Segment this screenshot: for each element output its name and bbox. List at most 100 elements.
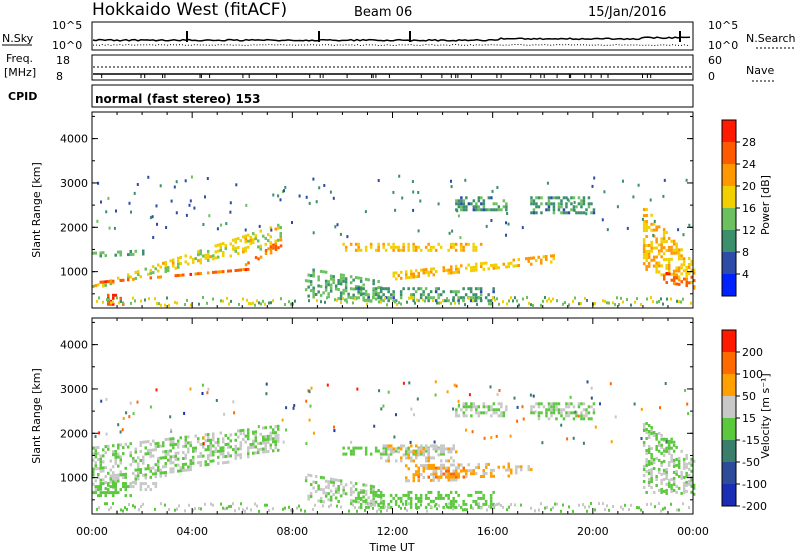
range-cell [152,482,155,486]
range-cell [475,268,478,272]
range-cell [507,462,510,466]
cpid-text: normal (fast stereo) 153 [95,92,261,106]
range-cell [405,273,408,277]
ground-scatter-cell [664,506,666,510]
range-cell [652,222,656,226]
range-cell [357,494,360,498]
noise-cell [170,428,172,432]
range-cell [392,299,395,303]
range-cell [417,466,420,470]
colorbar-segment [722,418,736,440]
ground-scatter-cell [552,297,554,301]
range-cell [122,485,125,489]
range-cell [267,239,270,243]
range-cell [224,455,227,458]
range-cell [149,268,152,272]
range-cell [690,262,693,266]
range-cell [465,405,468,409]
range-cell [224,434,227,437]
ground-scatter-cell [120,508,122,512]
range-cell [555,417,558,421]
range-cell [485,208,488,212]
range-cell [342,242,345,246]
range-cell [212,432,215,436]
range-cell [465,266,468,270]
range-cell [459,242,463,246]
range-cell [427,459,430,463]
range-cell [435,469,438,473]
ground-scatter-cell [390,296,392,300]
range-cell [239,453,242,457]
range-cell [119,461,122,465]
range-cell [367,278,370,282]
noise-cell [183,411,186,415]
noise-cell [202,442,205,446]
range-cell [447,248,450,252]
ground-scatter-cell [372,296,374,299]
noise-cell [434,380,437,384]
range-cell [339,294,343,298]
range-cell [359,287,363,291]
freq-label-1: Freq. [6,52,33,65]
range-cell [277,226,280,230]
range-cell [227,454,230,458]
range-cell [447,493,450,497]
range-cell [247,239,250,243]
range-cell [219,270,222,274]
ground-scatter-cell [206,301,208,305]
ground-scatter-cell [412,296,414,300]
noise-cell [233,411,236,415]
colorbar-tick-label: -15 [742,434,760,447]
range-cell [352,278,355,282]
noise-cell [599,402,601,406]
range-cell [467,287,470,291]
range-cell [427,453,430,457]
range-cell [430,463,433,467]
range-cell [482,199,486,203]
range-cell [682,460,686,464]
colorbar-segment [722,142,736,164]
ground-scatter-cell [550,299,552,303]
range-cell [662,468,666,472]
noise-cell [346,235,349,239]
ground-scatter-cell [550,508,552,512]
range-cell [462,199,466,203]
range-cell [677,275,681,279]
range-cell [470,402,473,406]
ground-scatter-cell [568,303,570,307]
range-cell [272,431,275,435]
range-cell [377,449,380,453]
ground-scatter-cell [492,506,494,509]
range-cell [312,486,315,490]
range-cell [177,469,180,473]
ground-scatter-cell [400,302,402,306]
range-cell [314,475,318,478]
range-cell [547,205,551,209]
range-cell [174,274,177,278]
range-cell [209,444,212,448]
range-cell [450,478,453,482]
range-cell [244,268,247,272]
range-cell [687,461,691,465]
range-cell [650,474,653,477]
ground-scatter-cell [534,509,536,513]
range-cell [675,251,678,255]
range-cell [344,248,348,252]
noise-cell [312,177,315,181]
range-cell [665,473,668,477]
range-cell [417,475,420,479]
noise-cell [229,210,232,214]
noise-cell [522,417,525,421]
range-cell [264,447,267,451]
range-cell [467,463,470,467]
range-cell [475,265,478,269]
range-cell [479,293,483,297]
ground-scatter-cell [124,506,126,510]
range-cell [645,452,648,455]
range-cell [217,449,220,453]
range-cell [645,491,648,494]
range-cell [657,249,661,253]
range-cell [477,199,481,203]
range-cell [174,463,177,467]
range-cell [379,498,383,502]
